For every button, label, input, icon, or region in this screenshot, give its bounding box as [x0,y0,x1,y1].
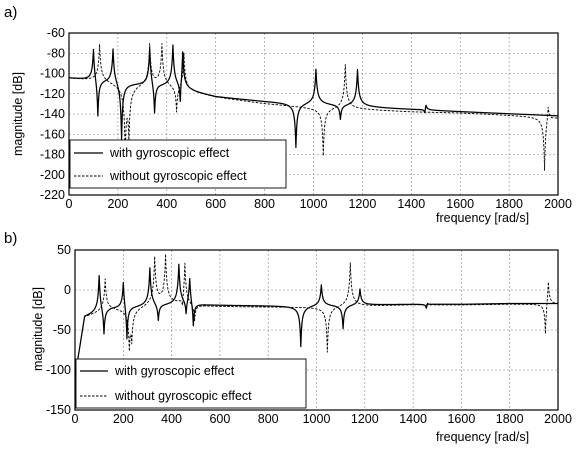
a-x-tick-label: 200 [107,197,128,211]
b-y-tick-label: 50 [57,243,71,257]
panel-a-curves [68,43,559,171]
a-y-tick-label: -160 [40,127,65,141]
b-x-tick-label: 1600 [447,412,475,426]
b-y-tick-label: -50 [53,323,71,337]
panel-b-legend-box [75,358,307,409]
panel-a-frame [68,32,559,196]
b-x-tick-label: 800 [258,412,279,426]
panel-a-y-ticks: -60 -80 -100 -120 -140 -160 -180 -200 -220 [40,26,65,202]
b-x-tick-label: 1400 [399,412,427,426]
a-x-tick-label: 0 [66,197,73,211]
a-y-tick-label: -100 [40,67,65,81]
a-x-tick-label: 1600 [446,197,474,211]
panel-a-x-label: frequency [rad/s] [436,211,529,225]
a-x-tick-label: 1000 [300,197,328,211]
panel-a-x-ticks: 0 200 400 600 800 1000 1200 1400 1600 1800 2000 [66,197,572,211]
panel-b: b) 0 200 400 600 800 1000 1200 1400 1600 1800 2000… [4,230,572,444]
a-x-tick-label: 1400 [397,197,425,211]
a-y-tick-label: -220 [40,188,65,202]
b-x-tick-label: 1000 [303,412,331,426]
b-y-tick-label: 0 [64,283,71,297]
a-y-tick-label: -80 [47,46,65,60]
panel-b-legend-without: without gyroscopic effect [114,389,252,403]
a-y-tick-label: -200 [40,168,65,182]
panel-b-y-label: magnitude [dB] [31,287,45,371]
a-y-tick-label: -180 [40,148,65,162]
b-series-without-gyroscopic [74,253,559,378]
panel-a-legend-without: without gyroscopic effect [109,169,247,183]
b-x-tick-label: 200 [113,412,134,426]
b-x-tick-label: 1200 [351,412,379,426]
panel-a-y-label: magnitude [dB] [11,72,25,156]
panel-a-legend: with gyroscopic effect without gyroscopi… [69,139,287,189]
b-series-with-gyroscopic [74,263,559,377]
b-x-tick-label: 600 [209,412,230,426]
panel-b-x-ticks: 0 200 400 600 800 1000 1200 1400 1600 1800 2000 [72,412,572,426]
panel-a-label: a) [4,4,17,21]
a-series-with-gyroscopic [68,44,559,149]
a-series-without-gyroscopic [68,43,559,171]
panel-b-frame [74,249,559,411]
b-x-tick-label: 400 [161,412,182,426]
panel-b-curves [74,253,559,378]
panel-b-y-ticks: 50 0 -50 -100 -150 [46,243,71,417]
panel-b-x-label: frequency [rad/s] [436,430,529,444]
a-x-tick-label: 1800 [495,197,523,211]
panel-a-legend-with: with gyroscopic effect [109,146,230,160]
a-x-tick-label: 400 [156,197,177,211]
panel-b-label: b) [4,230,17,247]
b-x-tick-label: 1800 [496,412,524,426]
a-x-tick-label: 800 [254,197,275,211]
b-y-tick-label: -150 [46,403,71,417]
a-x-tick-label: 1200 [348,197,376,211]
a-x-tick-label: 600 [205,197,226,211]
a-y-tick-label: -140 [40,107,65,121]
b-x-tick-label: 0 [72,412,79,426]
panel-a: a) 0 200 400 600 800 1000 1200 1400 1600 1800 2000… [4,4,572,225]
b-y-tick-label: -100 [46,363,71,377]
panel-a-legend-box [69,139,287,189]
b-x-tick-label: 2000 [544,412,572,426]
a-y-tick-label: -120 [40,87,65,101]
a-y-tick-label: -60 [47,26,65,40]
panel-b-legend-with: with gyroscopic effect [114,364,235,378]
a-x-tick-label: 2000 [544,197,572,211]
panel-b-legend: with gyroscopic effect without gyroscopi… [75,358,307,409]
